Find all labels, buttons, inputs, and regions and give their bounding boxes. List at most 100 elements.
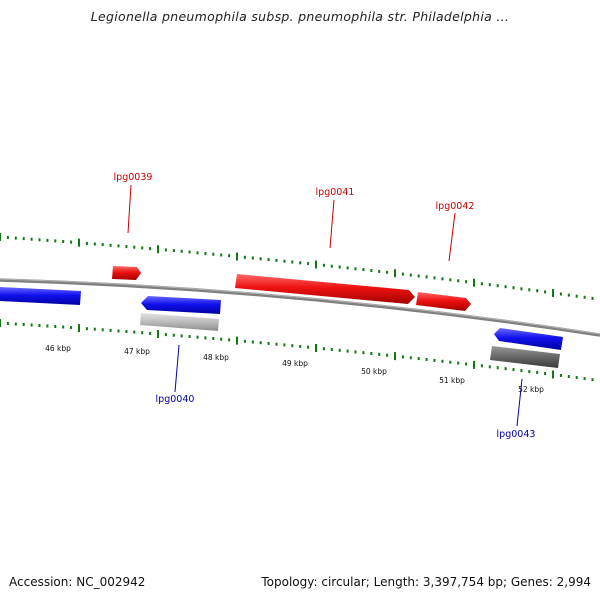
tick-forward-minor	[196, 251, 199, 255]
tick-forward-minor	[93, 242, 96, 246]
gene-label-lpg0041[interactable]: lpg0041	[316, 187, 355, 198]
tick-forward-minor	[164, 248, 167, 252]
tick-forward-minor	[346, 266, 349, 270]
map-title: Legionella pneumophila subsp. pneumophil…	[90, 9, 510, 24]
tick-reverse-minor	[401, 355, 404, 359]
tick-reverse-minor	[425, 358, 428, 361]
tick-reverse-minor	[567, 375, 570, 378]
tick-reverse-minor	[488, 365, 491, 369]
gene-arrow-lpg0041[interactable]	[235, 274, 415, 304]
tick-reverse-minor	[267, 341, 270, 345]
tick-reverse-minor	[583, 377, 586, 381]
tick-forward-minor	[536, 289, 539, 293]
tick-forward-minor	[480, 282, 483, 286]
tick-reverse-minor	[338, 348, 341, 352]
tick-forward-minor	[172, 249, 175, 253]
tick-reverse-minor	[378, 352, 381, 356]
tick-forward-major	[236, 252, 238, 261]
tick-forward-minor	[330, 264, 333, 268]
tick-forward-major	[473, 278, 475, 287]
tick-reverse-minor	[496, 366, 499, 370]
gene-arrow-unlabeled-forward[interactable]	[112, 266, 141, 280]
gene-arrow-lpg0040[interactable]	[141, 296, 221, 314]
tick-forward-minor	[283, 259, 286, 263]
tick-forward-minor	[220, 253, 223, 257]
tick-forward-minor	[228, 254, 231, 258]
tick-reverse-minor	[85, 327, 88, 331]
tick-reverse-minor	[30, 323, 33, 327]
tick-reverse-minor	[70, 326, 73, 330]
tick-reverse-minor	[220, 337, 223, 341]
tick-forward-minor	[117, 244, 120, 248]
tick-forward-major	[157, 245, 159, 254]
tick-reverse-minor	[346, 349, 349, 353]
tick-forward-major	[78, 238, 80, 247]
scale-label-46kbp: 46 kbp	[45, 344, 71, 353]
tick-reverse-major	[552, 370, 554, 379]
tick-forward-minor	[559, 292, 562, 296]
tick-forward-minor	[212, 252, 215, 256]
tick-forward-minor	[133, 245, 136, 249]
tick-reverse-minor	[536, 371, 539, 374]
scale-label-51kbp: 51 kbp	[439, 376, 465, 385]
tick-forward-minor	[544, 290, 547, 294]
tick-forward-minor	[109, 243, 112, 247]
tick-forward-minor	[465, 280, 468, 284]
tick-reverse-minor	[14, 322, 17, 326]
gene-label-lpg0040[interactable]: lpg0040	[156, 394, 195, 405]
tick-reverse-minor	[307, 345, 310, 349]
scale-label-48kbp: 48 kbp	[203, 353, 229, 362]
gene-label-lpg0043[interactable]: lpg0043	[497, 429, 536, 440]
tick-reverse-minor	[544, 372, 547, 375]
tick-forward-major	[552, 289, 554, 297]
scale-label-49kbp: 49 kbp	[282, 359, 308, 368]
tick-forward-minor	[85, 241, 88, 245]
tick-forward-minor	[528, 288, 531, 292]
tick-reverse-minor	[512, 368, 515, 372]
gene-arrow-lpg0043[interactable]	[494, 328, 563, 350]
tick-forward-minor	[583, 295, 586, 299]
tick-forward-minor	[378, 269, 381, 273]
tick-reverse-minor	[354, 350, 357, 354]
tick-reverse-minor	[386, 353, 389, 357]
gene-arrow-unlabeled-reverse[interactable]	[0, 287, 81, 305]
tick-forward-minor	[275, 258, 278, 262]
tick-reverse-minor	[93, 327, 96, 331]
tick-forward-minor	[401, 272, 404, 276]
tick-forward-minor	[449, 278, 452, 282]
tick-forward-minor	[504, 285, 507, 289]
tick-reverse-minor	[22, 323, 25, 326]
tick-forward-major	[394, 269, 396, 278]
tick-reverse-minor	[164, 333, 167, 337]
tick-reverse-minor	[362, 351, 365, 355]
scale-label-47kbp: 47 kbp	[124, 347, 150, 356]
tick-reverse-minor	[409, 356, 412, 360]
tick-forward-minor	[38, 238, 41, 242]
gene-arrow-lpg0042[interactable]	[416, 292, 471, 311]
accession-text: Accession: NC_002942	[9, 575, 146, 589]
tick-reverse-minor	[172, 333, 175, 337]
gene-label-lpg0042[interactable]: lpg0042	[436, 201, 475, 212]
tick-forward-minor	[22, 237, 25, 241]
tick-reverse-minor	[6, 322, 9, 325]
tick-reverse-minor	[330, 348, 333, 351]
tick-reverse-major	[0, 319, 1, 327]
tick-reverse-minor	[141, 331, 144, 335]
tick-reverse-minor	[504, 367, 507, 371]
tick-forward-minor	[307, 262, 310, 266]
gene-label-lpg0039[interactable]: lpg0039	[114, 172, 153, 183]
tick-forward-minor	[512, 286, 515, 290]
tick-forward-minor	[188, 250, 191, 254]
tick-reverse-minor	[433, 358, 436, 362]
tick-forward-minor	[354, 267, 357, 271]
tick-forward-minor	[204, 252, 207, 255]
tick-reverse-minor	[370, 352, 373, 355]
leader-line-lpg0039	[127, 184, 132, 234]
tick-reverse-minor	[591, 378, 594, 382]
tick-reverse-major	[394, 352, 396, 361]
tick-reverse-minor	[180, 334, 183, 338]
tick-track-reverse	[0, 319, 594, 382]
tick-reverse-minor	[62, 325, 65, 329]
tick-forward-minor	[180, 249, 183, 253]
